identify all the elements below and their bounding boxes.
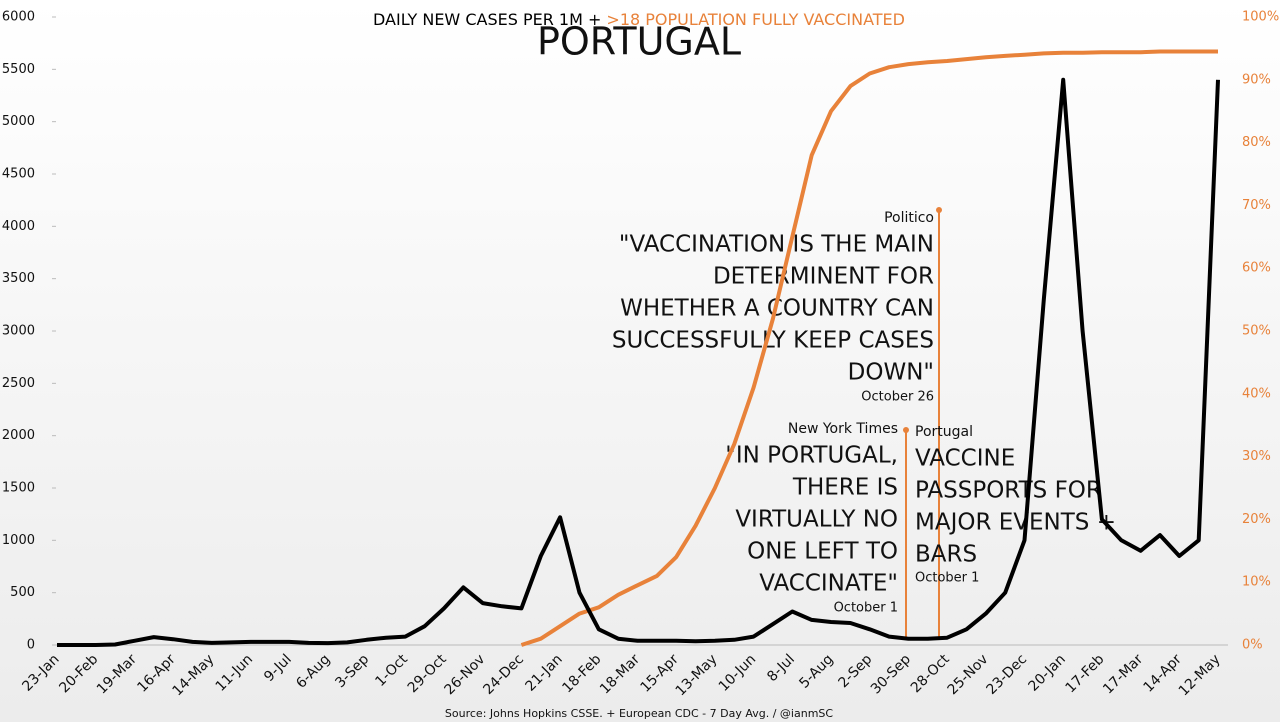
- annotation-date: October 1: [834, 601, 898, 616]
- y-tick-label: 1000: [2, 533, 35, 548]
- y-tick-label: 4500: [2, 167, 35, 182]
- y2-tick-label: 50%: [1242, 324, 1271, 339]
- annotation-dot: [903, 427, 909, 433]
- legend: DAILY NEW CASES PER 1M + >18 POPULATION F…: [373, 10, 905, 29]
- y2-tick-label: 0%: [1242, 638, 1263, 653]
- legend-entry: >18 POPULATION FULLY VACCINATED: [606, 10, 905, 29]
- annotation-date: October 26: [861, 390, 934, 405]
- chart-title: PORTUGAL: [537, 20, 741, 64]
- y2-tick-label: 10%: [1242, 575, 1271, 590]
- annotation-quote: "IN PORTUGAL,: [725, 443, 898, 469]
- source-note: Source: Johns Hopkins CSSE. + European C…: [445, 707, 833, 720]
- annotation-quote: VACCINATE": [759, 571, 898, 597]
- y-tick-label: 5500: [2, 62, 35, 77]
- y-tick-label: 4000: [2, 219, 35, 234]
- y-tick-label: 1500: [2, 481, 35, 496]
- series-line: [520, 49, 1218, 647]
- y2-tick-label: 60%: [1242, 261, 1271, 276]
- annotation-source: New York Times: [788, 421, 898, 437]
- annotation-quote: SUCCESSFULLY KEEP CASES: [612, 328, 934, 354]
- y-tick-label: 0: [27, 638, 35, 653]
- annotation-source: Portugal: [915, 424, 973, 440]
- y-tick-label: 3000: [2, 324, 35, 339]
- annotation-quote: ONE LEFT TO: [747, 539, 898, 565]
- annotation-quote: DETERMINENT FOR: [713, 264, 934, 290]
- legend-entry: DAILY NEW CASES PER 1M +: [373, 10, 601, 29]
- annotation-quote: DOWN": [848, 360, 934, 386]
- y-tick-label: 2500: [2, 376, 35, 391]
- annotation-dot: [936, 207, 942, 213]
- y-tick-label: 6000: [2, 10, 35, 25]
- y2-tick-label: 90%: [1242, 72, 1271, 87]
- y2-tick-label: 70%: [1242, 198, 1271, 213]
- y-tick-label: 3500: [2, 271, 35, 286]
- annotation-quote: MAJOR EVENTS +: [915, 510, 1116, 536]
- y-tick-label: 5000: [2, 114, 35, 129]
- annotation-quote: "VACCINATION IS THE MAIN: [619, 232, 934, 258]
- annotation-quote: VACCINE: [915, 446, 1015, 472]
- y2-tick-label: 100%: [1242, 10, 1279, 25]
- y-tick-label: 500: [10, 585, 35, 600]
- annotation-quote: BARS: [915, 542, 977, 568]
- y-tick-label: 2000: [2, 428, 35, 443]
- y2-tick-label: 30%: [1242, 449, 1271, 464]
- series-line: [57, 77, 1220, 647]
- annotation-date: October 1: [915, 571, 979, 586]
- y2-tick-label: 20%: [1242, 512, 1271, 527]
- annotation-quote: VIRTUALLY NO: [735, 507, 898, 533]
- y2-tick-label: 40%: [1242, 386, 1271, 401]
- annotation-quote: THERE IS: [792, 475, 898, 501]
- annotation-source: Politico: [884, 210, 934, 226]
- annotation-quote: PASSPORTS FOR: [915, 478, 1102, 504]
- y2-tick-label: 80%: [1242, 135, 1271, 150]
